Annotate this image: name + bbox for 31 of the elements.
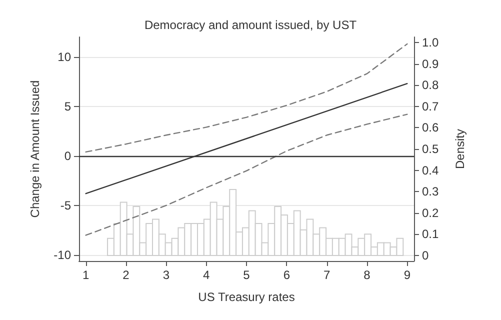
x-tick-label: 1 <box>82 268 90 282</box>
y2-tick-label: 0.7 <box>422 99 440 114</box>
x-tick-label: 6 <box>283 268 290 282</box>
y-tick-label: -5 <box>60 198 72 212</box>
y2-tick-label: 1.0 <box>422 36 440 50</box>
y2-tick-label: 0.1 <box>422 227 440 242</box>
y-tick-label: -10 <box>54 248 72 262</box>
x-tick-label: 2 <box>122 268 130 282</box>
y2-tick-label: 0.2 <box>422 206 440 220</box>
x-tick-label: 3 <box>162 268 170 282</box>
y2-axis-title: Density <box>453 128 467 170</box>
line-series <box>85 43 408 153</box>
y-tick-label: 10 <box>58 50 72 64</box>
y-axis-title: Change in Amount Issued <box>28 80 42 218</box>
chart-title: Democracy and amount issued, by UST <box>144 18 358 32</box>
y2-tick-label: 0.3 <box>422 184 440 199</box>
x-tick-label: 5 <box>243 268 250 282</box>
y2-tick-label: 0.6 <box>422 120 440 135</box>
y2-tick-label: 0.4 <box>422 163 440 178</box>
y-tick-label: 5 <box>64 99 72 114</box>
y-tick-label: 0 <box>64 148 72 163</box>
y2-tick-label: 0.5 <box>422 142 440 156</box>
x-tick-label: 9 <box>404 268 411 282</box>
y2-tick-label: 0.8 <box>422 78 440 92</box>
y2-tick-label: 0 <box>422 248 429 262</box>
x-tick-label: 8 <box>364 268 371 282</box>
x-tick-label: 7 <box>323 268 330 282</box>
line-series <box>85 114 408 236</box>
x-tick-label: 4 <box>202 268 210 282</box>
y2-tick-label: 0.9 <box>422 56 440 71</box>
x-axis-title: US Treasury rates <box>198 290 295 304</box>
